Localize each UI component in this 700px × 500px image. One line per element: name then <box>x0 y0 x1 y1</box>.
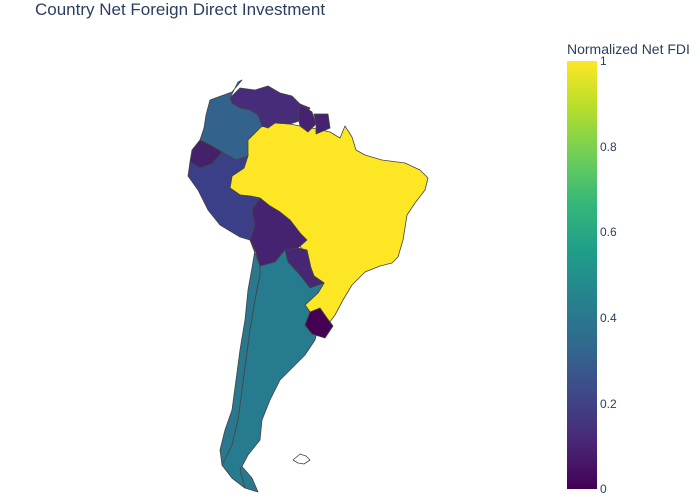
country-falkland-islands[interactable] <box>292 453 311 465</box>
colorbar-tick: 0.4 <box>600 311 617 325</box>
country-peru[interactable] <box>187 151 261 241</box>
colorbar-title: Normalized Net FDI <box>567 41 690 57</box>
colorbar-tick: 0 <box>600 482 607 496</box>
colorbar-gradient <box>567 61 597 489</box>
chart-title: Country Net Foreign Direct Investment <box>35 0 326 19</box>
country-suriname[interactable] <box>313 113 331 135</box>
country-uruguay[interactable] <box>304 307 334 339</box>
colorbar-tick: 1 <box>600 54 607 68</box>
colorbar-tick: 0.2 <box>600 397 617 411</box>
country-guyana[interactable] <box>297 103 317 133</box>
country-argentina[interactable] <box>221 249 325 489</box>
choropleth-map[interactable] <box>0 0 560 500</box>
colorbar-tick: 0.8 <box>600 140 617 154</box>
colorbar-tick: 0.6 <box>600 225 617 239</box>
